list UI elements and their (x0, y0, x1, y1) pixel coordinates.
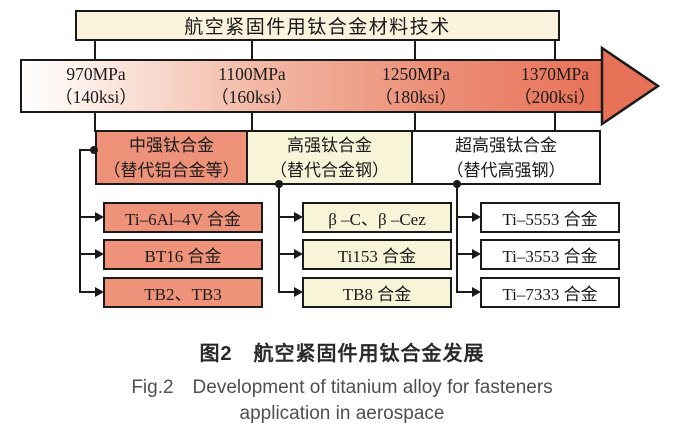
alloy-box: Ti–5553 合金 (480, 202, 620, 233)
alloy-box: BT16 合金 (103, 239, 263, 270)
arrow-connector (79, 287, 104, 297)
arrowhead-icon (95, 287, 104, 297)
strength-level-label: 1250MPa （180ksi） (375, 63, 457, 109)
caption-english-line1: Fig.2 Development of titanium alloy for … (131, 377, 553, 398)
arrowhead-icon (294, 212, 303, 222)
arrowhead-icon (472, 287, 481, 297)
ksi-value: （180ksi） (375, 87, 457, 107)
arrow-connector (456, 287, 481, 297)
arrowhead-icon (472, 212, 481, 222)
category-note: （替代高强钢） (446, 161, 566, 180)
alloy-box: Ti153 合金 (302, 239, 452, 270)
arrowhead-icon (95, 212, 104, 222)
arrow-head-icon (600, 45, 661, 127)
mpa-value: 1100MPa (218, 64, 286, 84)
alloy-box: TB2、TB3 (103, 277, 263, 308)
alloy-box: Ti–3553 合金 (480, 239, 620, 270)
category-box-medium-strength: 中强钛合金 （替代铝合金等） (95, 130, 248, 185)
figure-title-box: 航空紧固件用钛合金材料技术 (75, 10, 560, 41)
arrow-connector (79, 212, 104, 222)
category-name: 高强钛合金 (287, 136, 372, 155)
alloy-box: TB8 合金 (302, 277, 452, 308)
strength-level-label: 1370MPa （200ksi） (514, 63, 596, 109)
category-name: 中强钛合金 (129, 136, 214, 155)
strength-level-label: 1100MPa （160ksi） (211, 63, 293, 109)
connector-line (94, 39, 96, 60)
caption-english-line2: application in aerospace (239, 403, 445, 424)
connector-line (414, 39, 416, 60)
alloy-box: β –C、β –Cez (302, 202, 452, 233)
arrowhead-icon (294, 249, 303, 259)
category-note: （替代铝合金等） (103, 161, 240, 180)
ksi-value: （200ksi） (514, 87, 596, 107)
category-box-ultra-high-strength: 超高强钛合金 （替代高强钢） (411, 130, 601, 185)
arrow-connector (456, 249, 481, 259)
branch-line (79, 149, 81, 293)
arrowhead-icon (95, 249, 104, 259)
connector-line (251, 111, 253, 132)
alloy-box: Ti–6Al–4V 合金 (103, 202, 263, 233)
arrow-connector (278, 287, 303, 297)
arrow-connector (79, 249, 104, 259)
category-note: （替代合金钢） (270, 161, 389, 180)
ksi-value: （140ksi） (55, 87, 137, 107)
branch-line (278, 184, 280, 293)
connector-line (414, 111, 416, 132)
arrow-connector (456, 212, 481, 222)
arrow-connector (278, 212, 303, 222)
mpa-value: 1370MPa (520, 64, 590, 84)
mpa-value: 970MPa (66, 64, 126, 84)
connector-line (554, 111, 556, 132)
connector-line (554, 39, 556, 60)
category-name: 超高强钛合金 (455, 136, 557, 155)
mpa-value: 1250MPa (381, 64, 451, 84)
ksi-value: （160ksi） (211, 87, 293, 107)
connector-line (94, 111, 96, 132)
branch-line (456, 184, 458, 293)
strength-level-label: 970MPa （140ksi） (55, 63, 137, 109)
category-box-high-strength: 高强钛合金 （替代合金钢） (246, 130, 413, 185)
arrowhead-icon (472, 249, 481, 259)
branch-line (79, 149, 94, 151)
arrowhead-icon (294, 287, 303, 297)
branch-dot (90, 146, 98, 154)
alloy-box: Ti–7333 合金 (480, 277, 620, 308)
caption-chinese: 图2 航空紧固件用钛合金发展 (199, 343, 485, 365)
connector-line (251, 39, 253, 60)
strength-gradient-bar (20, 59, 604, 113)
arrow-connector (278, 249, 303, 259)
